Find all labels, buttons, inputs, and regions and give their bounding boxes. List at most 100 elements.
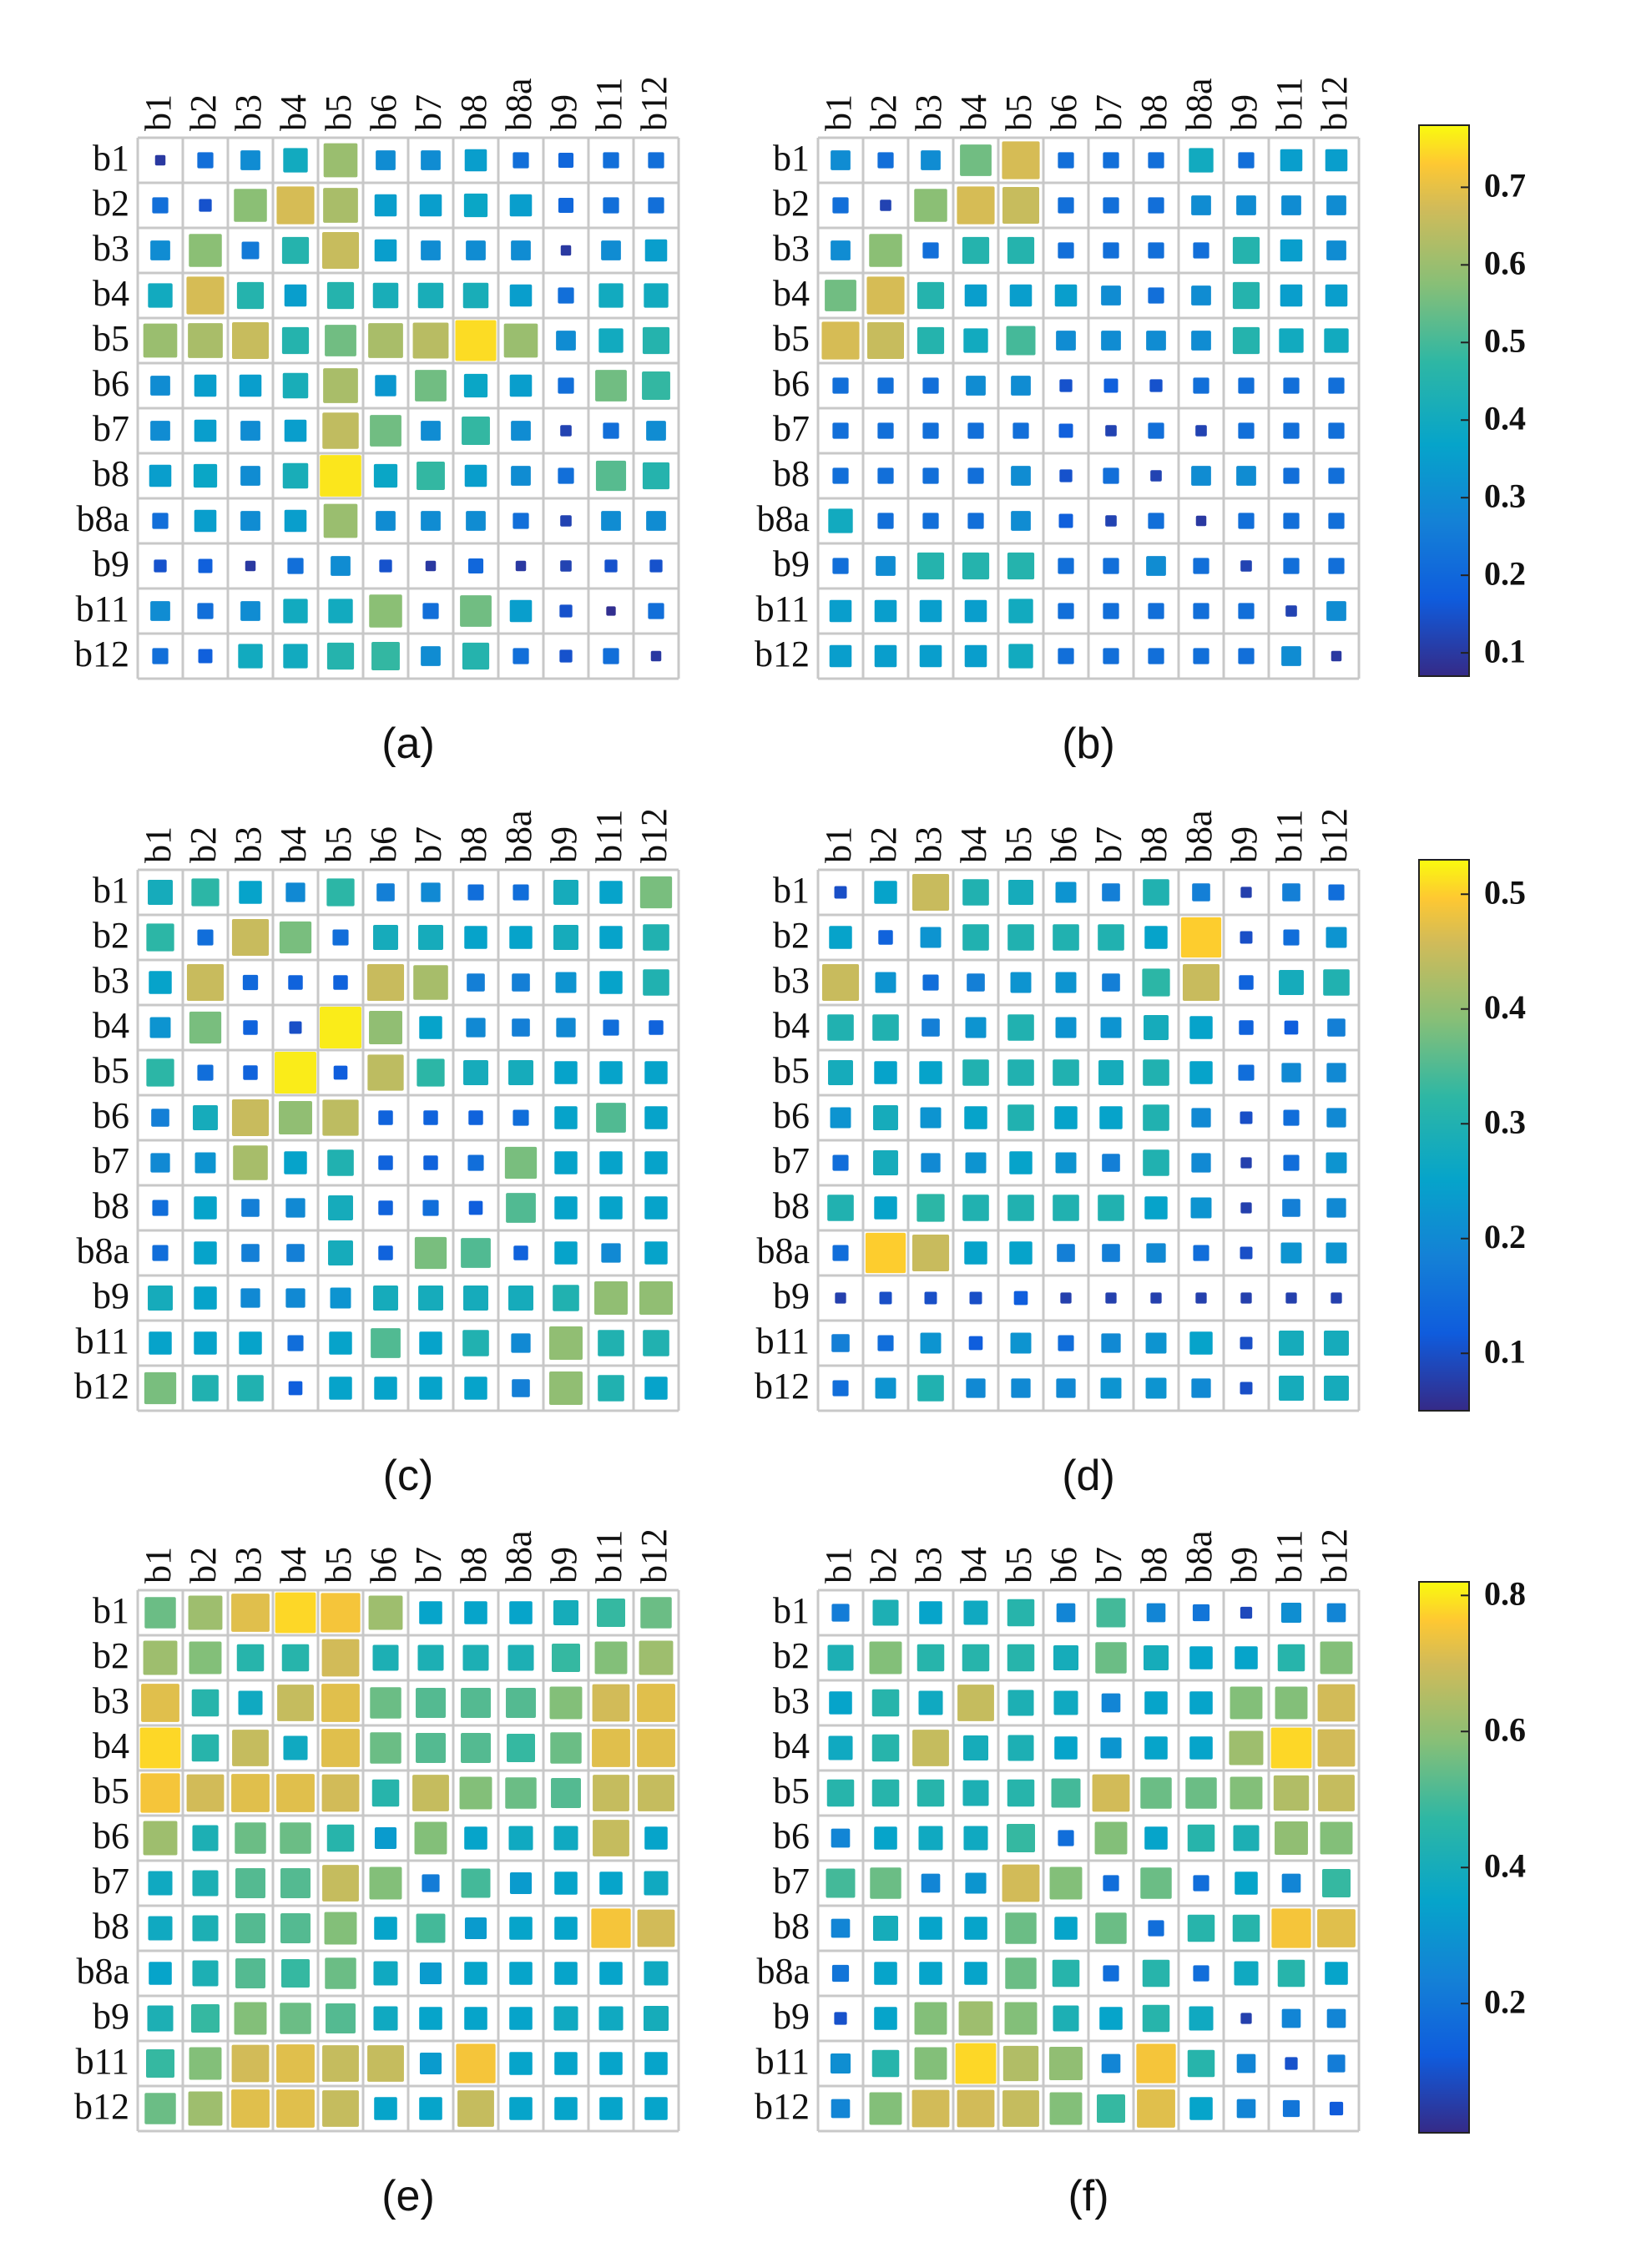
heatmap-cell [508, 1826, 533, 1851]
heatmap-cell [231, 1594, 270, 1632]
heatmap-cell [275, 1052, 316, 1094]
heatmap-cell [962, 552, 990, 580]
heatmap-cell [509, 1962, 533, 1985]
heatmap-cell [1236, 466, 1256, 486]
heatmap-cell [917, 1194, 945, 1222]
heatmap-cell [417, 462, 445, 490]
heatmap-cell [1189, 1736, 1213, 1760]
heatmap-cell [328, 1240, 353, 1265]
heatmap-cell [1052, 1959, 1080, 1988]
heatmap-cell [146, 923, 174, 952]
column-label: b5 [998, 94, 1039, 131]
heatmap-cell [239, 881, 262, 904]
heatmap-cell [1234, 1961, 1259, 1986]
heatmap-cell [1189, 1646, 1213, 1669]
heatmap-cell [283, 1735, 308, 1760]
heatmap-cell [1191, 1378, 1211, 1398]
heatmap-cell [1059, 469, 1073, 482]
heatmap-cell [1007, 1824, 1035, 1852]
heatmap-cell [825, 280, 856, 311]
heatmap-cell [1284, 1020, 1299, 1035]
heatmap-cell [871, 1689, 900, 1717]
heatmap-cell [866, 321, 905, 360]
subfigure-label: (f) [1068, 2172, 1108, 2220]
row-label: b1 [93, 870, 129, 911]
heatmap-cell [560, 515, 572, 527]
heatmap-cell [1103, 648, 1119, 664]
subfigure-label: (e) [381, 2172, 435, 2220]
heatmap-cell [1280, 1602, 1302, 1624]
heatmap-cell [1325, 284, 1348, 307]
heatmap-cell [963, 1826, 988, 1851]
heatmap-cell [1011, 1378, 1031, 1398]
heatmap-cell [830, 2053, 851, 2074]
heatmap-cell [508, 1286, 533, 1311]
heatmap-cell [421, 421, 441, 441]
heatmap-cell [466, 240, 486, 260]
column-label: b3 [228, 826, 269, 863]
heatmap-cell [966, 1378, 986, 1398]
heatmap-cell [828, 1060, 853, 1085]
heatmap-cell [599, 2097, 623, 2120]
heatmap-cell [419, 1331, 442, 1355]
heatmap-cell [831, 2099, 851, 2119]
heatmap-cell [241, 1199, 260, 1217]
heatmap-cell [878, 930, 893, 945]
heatmap-cell [148, 1916, 173, 1941]
row-label: b2 [93, 1635, 129, 1676]
heatmap-cell [1240, 560, 1252, 572]
heatmap-cell [1053, 924, 1079, 951]
heatmap-cell [419, 2097, 442, 2120]
heatmap-cell [1011, 511, 1031, 531]
heatmap-cell [197, 603, 214, 619]
heatmap-cell [957, 186, 995, 225]
heatmap-cell [148, 1871, 173, 1896]
colorbar-tick-label: 0.3 [1484, 1103, 1526, 1140]
row-label: b8a [76, 1230, 129, 1271]
heatmap-cell [1056, 1603, 1076, 1623]
heatmap-cell [601, 511, 621, 531]
heatmap-cell [280, 1868, 311, 1898]
heatmap-cell [601, 240, 621, 260]
heatmap-cell [417, 282, 444, 309]
heatmap-cell [1273, 1775, 1310, 1811]
heatmap-cell [1328, 422, 1345, 439]
heatmap-cell [1002, 186, 1040, 225]
heatmap-cell [325, 1957, 356, 1989]
heatmap-cell [917, 326, 945, 355]
column-label: b11 [1269, 1530, 1310, 1584]
heatmap-cell [1011, 376, 1031, 396]
heatmap-cell [965, 1152, 987, 1174]
heatmap-cell [874, 1196, 897, 1220]
heatmap-cell [423, 1155, 438, 1170]
heatmap-cell [558, 197, 574, 214]
heatmap-cell [1191, 1108, 1211, 1128]
heatmap-cell [649, 559, 663, 573]
heatmap-cell [1101, 1693, 1121, 1713]
heatmap-cell [143, 323, 178, 358]
heatmap-cell [1148, 648, 1164, 664]
heatmap-cell [1146, 556, 1166, 576]
heatmap-cell [1007, 924, 1034, 951]
heatmap-cell [648, 197, 664, 214]
heatmap-cell [1280, 149, 1303, 172]
heatmap-cell [509, 1871, 533, 1895]
heatmap-cell [1144, 1826, 1168, 1850]
heatmap-cell [464, 1376, 487, 1400]
heatmap-cell [962, 1780, 989, 1806]
heatmap-cell [197, 152, 214, 169]
heatmap-cell [598, 283, 624, 308]
heatmap-cell [1233, 1825, 1260, 1851]
colorbar-tick-label: 0.3 [1484, 477, 1526, 514]
heatmap-cell [1191, 466, 1211, 486]
column-label: b12 [634, 76, 674, 131]
heatmap-cell [828, 508, 853, 533]
heatmap-cell [509, 599, 533, 623]
heatmap-cell [1103, 603, 1119, 619]
heatmap-cell [192, 1825, 219, 1851]
heatmap-cell [367, 1054, 404, 1091]
heatmap-cell [231, 918, 270, 957]
row-label: b6 [93, 363, 129, 404]
heatmap-cell [558, 152, 574, 169]
heatmap-cell [464, 1601, 487, 1624]
